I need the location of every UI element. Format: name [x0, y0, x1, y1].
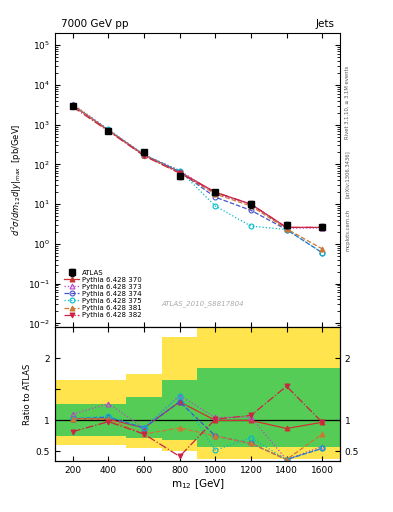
Pythia 6.428 382 — [177, 170, 182, 176]
Pythia 6.428 382 — [70, 104, 75, 110]
Pythia 6.428 370 — [248, 201, 253, 207]
Pythia 6.428 373 — [106, 126, 111, 133]
Pythia 6.428 370 — [70, 102, 75, 108]
Pythia 6.428 370 — [284, 224, 289, 230]
Pythia 6.428 370 — [320, 224, 325, 230]
Line: Pythia 6.428 373: Pythia 6.428 373 — [70, 102, 325, 230]
Pythia 6.428 374 — [248, 207, 253, 214]
Pythia 6.428 381 — [213, 191, 218, 197]
Pythia 6.428 370 — [142, 152, 147, 158]
Text: mcplots.cern.ch: mcplots.cern.ch — [345, 209, 350, 251]
Pythia 6.428 381 — [177, 169, 182, 176]
Pythia 6.428 382 — [142, 153, 147, 159]
Line: Pythia 6.428 374: Pythia 6.428 374 — [70, 103, 325, 255]
Pythia 6.428 381 — [142, 153, 147, 159]
Pythia 6.428 375 — [142, 152, 147, 158]
Pythia 6.428 373 — [320, 225, 325, 231]
Pythia 6.428 375 — [248, 223, 253, 229]
Pythia 6.428 375 — [284, 226, 289, 232]
Pythia 6.428 375 — [70, 102, 75, 108]
Pythia 6.428 374 — [213, 194, 218, 200]
Pythia 6.428 381 — [320, 246, 325, 252]
Pythia 6.428 382 — [106, 128, 111, 134]
Pythia 6.428 373 — [248, 201, 253, 207]
Pythia 6.428 375 — [213, 203, 218, 209]
Pythia 6.428 370 — [177, 169, 182, 175]
Line: Pythia 6.428 382: Pythia 6.428 382 — [70, 104, 325, 230]
Pythia 6.428 374 — [320, 250, 325, 256]
Pythia 6.428 382 — [284, 224, 289, 230]
Pythia 6.428 374 — [177, 169, 182, 175]
Pythia 6.428 373 — [213, 190, 218, 196]
Pythia 6.428 374 — [70, 102, 75, 108]
Line: Pythia 6.428 375: Pythia 6.428 375 — [70, 103, 325, 255]
Pythia 6.428 375 — [106, 126, 111, 133]
X-axis label: m$_{12}$ [GeV]: m$_{12}$ [GeV] — [171, 477, 224, 491]
Line: Pythia 6.428 381: Pythia 6.428 381 — [70, 103, 325, 251]
Pythia 6.428 374 — [142, 152, 147, 158]
Pythia 6.428 382 — [320, 224, 325, 230]
Pythia 6.428 381 — [70, 102, 75, 108]
Text: [arXiv:1306.3436]: [arXiv:1306.3436] — [345, 150, 350, 198]
Legend: ATLAS, Pythia 6.428 370, Pythia 6.428 373, Pythia 6.428 374, Pythia 6.428 375, P: ATLAS, Pythia 6.428 370, Pythia 6.428 37… — [61, 267, 145, 321]
Pythia 6.428 373 — [70, 101, 75, 107]
Text: 7000 GeV pp: 7000 GeV pp — [61, 19, 128, 29]
Pythia 6.428 382 — [213, 189, 218, 195]
Pythia 6.428 374 — [106, 127, 111, 134]
Y-axis label: $d^2\sigma/dm_{12}d|y|_{max}$  [pb/GeV]: $d^2\sigma/dm_{12}d|y|_{max}$ [pb/GeV] — [9, 124, 24, 237]
Text: ATLAS_2010_S8817804: ATLAS_2010_S8817804 — [162, 300, 244, 307]
Pythia 6.428 375 — [177, 167, 182, 174]
Pythia 6.428 382 — [248, 201, 253, 207]
Pythia 6.428 375 — [320, 250, 325, 256]
Pythia 6.428 370 — [213, 189, 218, 195]
Pythia 6.428 373 — [284, 225, 289, 231]
Pythia 6.428 381 — [248, 203, 253, 209]
Pythia 6.428 370 — [106, 127, 111, 134]
Pythia 6.428 374 — [284, 226, 289, 232]
Y-axis label: Ratio to ATLAS: Ratio to ATLAS — [23, 364, 31, 424]
Pythia 6.428 381 — [284, 226, 289, 232]
Pythia 6.428 381 — [106, 127, 111, 134]
Pythia 6.428 373 — [177, 167, 182, 174]
Text: Jets: Jets — [315, 19, 334, 29]
Line: Pythia 6.428 370: Pythia 6.428 370 — [70, 103, 325, 230]
Text: Rivet 3.1.10, ≥ 3.1M events: Rivet 3.1.10, ≥ 3.1M events — [345, 66, 350, 139]
Pythia 6.428 373 — [142, 152, 147, 158]
